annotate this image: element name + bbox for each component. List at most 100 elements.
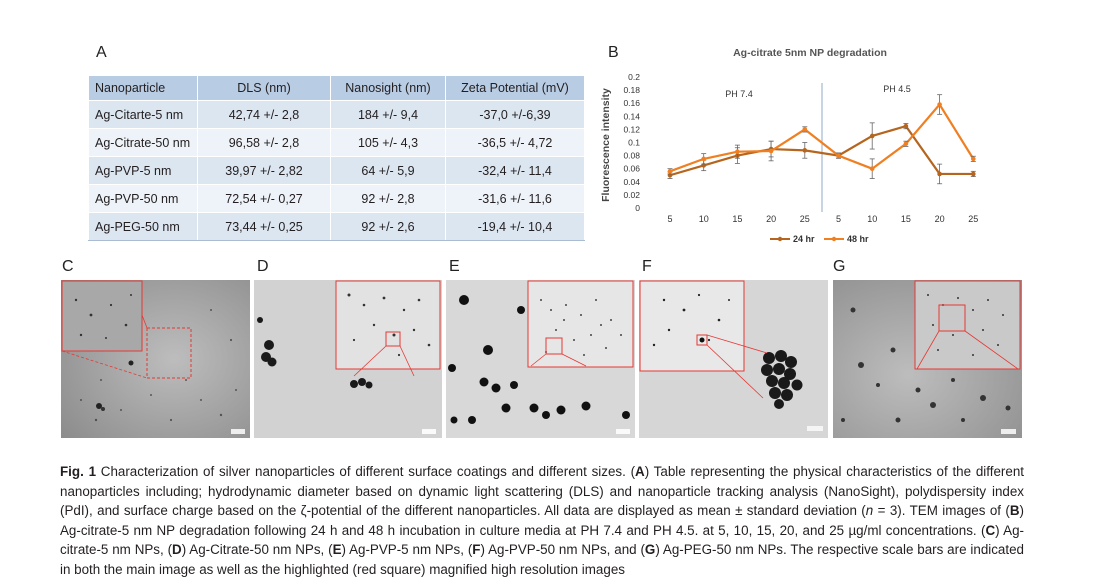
caption-fig-label: Fig. 1 xyxy=(60,464,97,479)
table-cell: Ag-PVP-5 nm xyxy=(88,156,198,185)
x-tick-label: 20 xyxy=(766,214,776,224)
x-tick-label: 25 xyxy=(800,214,810,224)
table-cell: -19,4 +/- 10,4 xyxy=(445,212,585,241)
tem-image-e xyxy=(446,280,635,438)
caption-ref: C xyxy=(985,522,996,538)
table-row: Ag-Citrate-50 nm 96,58 +/- 2,8 105 +/- 4… xyxy=(88,128,585,157)
x-tick-label: 15 xyxy=(732,214,742,224)
scale-bar xyxy=(807,426,823,431)
scale-bar xyxy=(1001,429,1016,434)
magnified-inset xyxy=(914,280,1021,370)
nanoparticle-table: Nanoparticle DLS (nm) Nanosight (nm) Zet… xyxy=(88,75,585,241)
table-cell: -31,6 +/- 11,6 xyxy=(445,184,585,213)
x-tick-label: 25 xyxy=(968,214,978,224)
figure-caption: Fig. 1 Characterization of silver nanopa… xyxy=(60,462,1024,580)
table-cell: 39,97 +/- 2,82 xyxy=(197,156,331,185)
y-tick-label: 0.16 xyxy=(623,98,640,108)
data-point xyxy=(869,166,875,171)
data-point xyxy=(971,156,976,162)
data-point xyxy=(836,153,841,158)
tem-image-d xyxy=(254,280,442,438)
x-tick-label: 10 xyxy=(699,214,709,224)
data-point xyxy=(903,141,909,147)
tem-image-c xyxy=(61,280,250,438)
x-tick-label: 5 xyxy=(667,214,672,224)
y-tick-label: 0.08 xyxy=(623,151,640,161)
y-tick-label: 0.18 xyxy=(623,85,640,95)
table-cell: -36,5 +/- 4,72 xyxy=(445,128,585,157)
caption-ref: E xyxy=(332,542,342,558)
table-cell: Ag-Citarte-5 nm xyxy=(88,100,198,129)
table-cell: 92 +/- 2,8 xyxy=(330,184,446,213)
table-cell: -37,0 +/-6,39 xyxy=(445,100,585,129)
table-row: Ag-PEG-50 nm 73,44 +/- 0,25 92 +/- 2,6 -… xyxy=(88,212,585,241)
x-tick-label: 20 xyxy=(935,214,945,224)
y-tick-label: 0.02 xyxy=(623,190,640,200)
annotation-ph-74: PH 7.4 xyxy=(725,89,753,99)
table-cell: 64 +/- 5,9 xyxy=(330,156,446,185)
data-point xyxy=(768,148,774,154)
caption-text: ) Ag-citrate-5 nm NPs, ( xyxy=(60,522,1025,558)
caption-text: ) Ag-PEG-50 nm NPs. The respective scale… xyxy=(60,542,1024,577)
x-tick-label: 10 xyxy=(867,214,877,224)
caption-italic: n xyxy=(865,503,874,519)
caption-text: ) Ag-PVP-50 nm NPs, and ( xyxy=(480,542,645,558)
caption-text: Characterization of silver nanoparticles… xyxy=(96,464,636,479)
table-cell: 105 +/- 4,3 xyxy=(330,128,446,157)
caption-text: ) Table representing the physical charac… xyxy=(60,464,1024,519)
legend-label-48hr: 48 hr xyxy=(847,234,869,244)
table-cell: 96,58 +/- 2,8 xyxy=(197,128,331,157)
table-cell: 73,44 +/- 0,25 xyxy=(197,212,331,241)
annotation-ph-45: PH 4.5 xyxy=(883,84,911,94)
magnified-inset xyxy=(639,280,745,372)
panel-label-d: D xyxy=(257,258,269,275)
caption-ref: G xyxy=(644,542,656,558)
chart-ylabel: Fluorescence intensity xyxy=(600,88,612,202)
data-point xyxy=(869,133,875,139)
table-header-cell: Zeta Potential (mV) xyxy=(445,75,585,101)
legend-marker-48hr xyxy=(831,236,837,242)
panel-label-g: G xyxy=(833,258,846,275)
y-tick-label: 0.04 xyxy=(623,177,640,187)
data-point xyxy=(667,169,673,174)
table-cell: 184 +/- 9,4 xyxy=(330,100,446,129)
panel-label-f: F xyxy=(642,258,652,275)
y-tick-label: 0.12 xyxy=(623,124,640,134)
caption-text: ) Ag-PVP-5 nm NPs, ( xyxy=(341,542,473,558)
series-line-24hr xyxy=(669,124,974,177)
data-point xyxy=(937,171,942,177)
chart-title: Ag-citrate 5nm NP degradation xyxy=(733,47,887,59)
x-tick-label: 15 xyxy=(901,214,911,224)
table-row: Ag-Citarte-5 nm 42,74 +/- 2,8 184 +/- 9,… xyxy=(88,100,585,129)
table-cell: 42,74 +/- 2,8 xyxy=(197,100,331,129)
data-point xyxy=(701,156,706,162)
legend-marker-24hr xyxy=(777,236,783,242)
x-tick-label: 5 xyxy=(836,214,841,224)
table-row: Ag-PVP-5 nm 39,97 +/- 2,82 64 +/- 5,9 -3… xyxy=(88,156,585,185)
magnified-inset xyxy=(61,280,143,352)
table-cell: Ag-Citrate-50 nm xyxy=(88,128,198,157)
y-tick-label: 0.1 xyxy=(628,138,640,148)
magnified-inset xyxy=(335,280,441,370)
table-cell: -32,4 +/- 11,4 xyxy=(445,156,585,185)
magnified-inset xyxy=(527,280,634,368)
scale-bar xyxy=(422,429,436,434)
table-cell: Ag-PEG-50 nm xyxy=(88,212,198,241)
caption-ref: F xyxy=(472,542,481,558)
caption-text: = 3). TEM images of ( xyxy=(873,503,1010,519)
table-header-cell: Nanosight (nm) xyxy=(330,75,446,101)
scale-bar xyxy=(231,429,245,434)
data-point xyxy=(735,149,740,154)
data-point xyxy=(802,127,808,132)
table-cell: 72,54 +/- 0,27 xyxy=(197,184,331,213)
degradation-chart: Ag-citrate 5nm NP degradation Fluorescen… xyxy=(600,47,978,244)
series-line-48hr xyxy=(669,102,975,173)
table-cell: 92 +/- 2,6 xyxy=(330,212,446,241)
legend-label-24hr: 24 hr xyxy=(793,234,815,244)
caption-text: ) Ag-citrate-5 nm NP degradation followi… xyxy=(60,503,1024,538)
data-point xyxy=(971,171,976,177)
caption-text: ) Ag-Citrate-50 nm NPs, ( xyxy=(181,542,333,558)
y-tick-label: 0 xyxy=(635,203,640,213)
table-header-cell: Nanoparticle xyxy=(88,75,198,101)
y-tick-label: 0.06 xyxy=(623,164,640,174)
